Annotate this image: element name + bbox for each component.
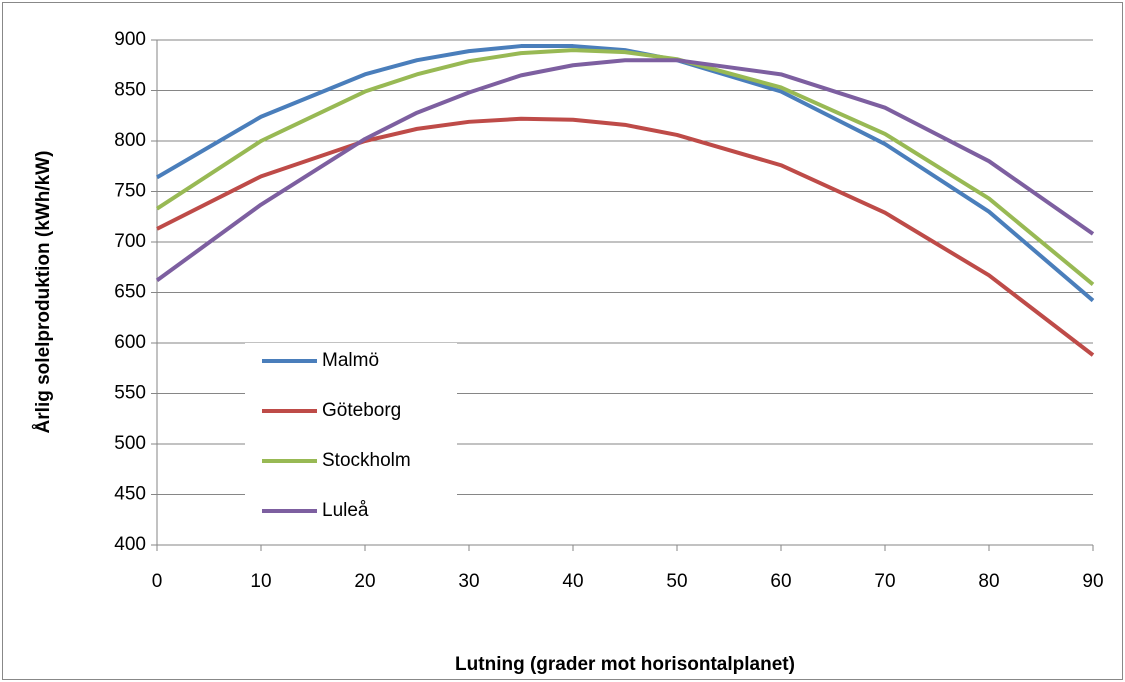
y-tick-label: 900: [114, 29, 146, 50]
series-line: [155, 48, 1095, 286]
x-axis-title: Lutning (grader mot horisontalplanet): [455, 654, 795, 675]
y-axis-title: Årlig solelproduktion (kWh/kW): [33, 151, 54, 434]
x-tick-label: 20: [354, 571, 375, 592]
legend-box: [245, 343, 457, 525]
x-tick-label: 0: [152, 571, 163, 592]
legend-label: Luleå: [322, 500, 369, 521]
series-line: [155, 58, 1095, 282]
x-tick-label: 10: [250, 571, 271, 592]
legend-label: Göteborg: [322, 400, 401, 421]
x-tick-label: 50: [666, 571, 687, 592]
x-tick-label: 60: [770, 571, 791, 592]
y-tick-label: 800: [114, 130, 146, 151]
legend-label: Malmö: [322, 350, 379, 371]
y-tick-label: 450: [114, 484, 146, 505]
x-tick-label: 80: [978, 571, 999, 592]
series-line: [155, 44, 1095, 303]
y-tick-label: 750: [114, 181, 146, 202]
x-tick-label: 90: [1082, 571, 1103, 592]
x-tick-label: 40: [562, 571, 583, 592]
y-tick-label: 650: [114, 282, 146, 303]
y-tick-label: 550: [114, 383, 146, 404]
y-tick-label: 500: [114, 433, 146, 454]
y-tick-label: 850: [114, 80, 146, 101]
y-tick-label: 600: [114, 332, 146, 353]
legend-label: Stockholm: [322, 450, 411, 471]
y-tick-label: 400: [114, 534, 146, 555]
y-tick-label: 700: [114, 231, 146, 252]
x-tick-label: 30: [458, 571, 479, 592]
x-tick-label: 70: [874, 571, 895, 592]
